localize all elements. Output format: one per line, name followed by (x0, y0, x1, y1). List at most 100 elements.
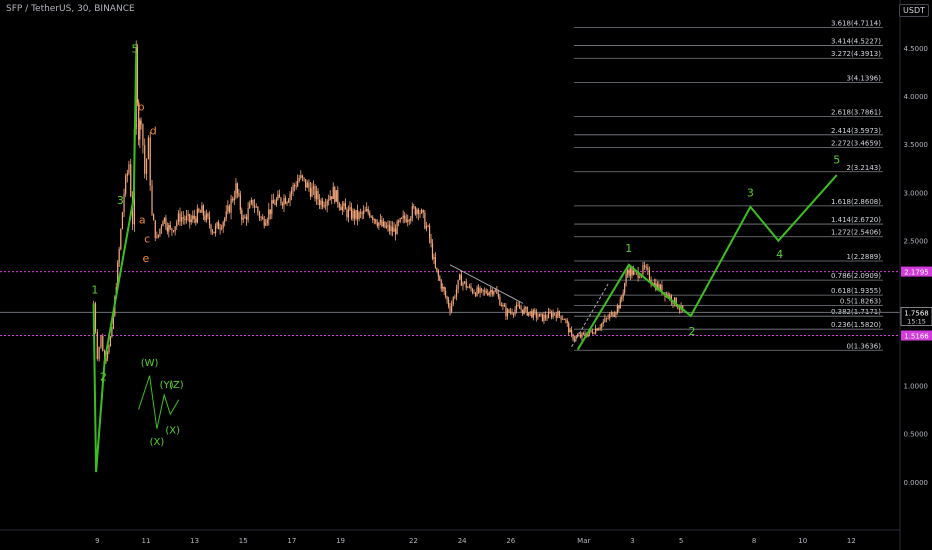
candle-body (274, 203, 276, 205)
candle-body (253, 205, 256, 208)
candle-body (391, 226, 394, 232)
candle-body (182, 217, 184, 219)
candle-body (292, 185, 294, 191)
candle-body (230, 198, 232, 213)
candle-body (419, 212, 421, 214)
candle-body (645, 266, 647, 268)
candle-body (428, 225, 431, 239)
candle-body (185, 215, 188, 221)
candle-body (176, 222, 178, 227)
fib-level-label: 2.618(3.7861) (831, 109, 881, 117)
candle-body (529, 311, 531, 313)
candle-body (255, 206, 257, 208)
currency-badge[interactable]: USDT (899, 4, 929, 17)
candle-body (538, 313, 540, 317)
candle-body (312, 186, 315, 189)
candle-body (361, 212, 363, 214)
candle-body (272, 200, 274, 204)
candle-body (573, 338, 576, 340)
projection-wave-label: 4 (776, 248, 783, 261)
chart-title: SFP / TetherUS, 30, BINANCE (6, 4, 135, 14)
candle-body (488, 292, 490, 296)
x-tick-label: 15 (239, 537, 248, 545)
candle-body (407, 220, 409, 222)
candle-body (130, 164, 132, 197)
candle-body (128, 164, 130, 174)
candle-body (303, 177, 305, 179)
candle-body (442, 286, 444, 289)
y-axis[interactable]: 4.5000 4.0000 3.5000 3.0000 2.5000 1.0000 0.50… (899, 0, 929, 550)
fib-level-label: 0.5(1.8263) (840, 298, 881, 306)
candle-body (165, 217, 167, 228)
candle-body (329, 196, 331, 200)
candle-body (647, 267, 649, 270)
candle-body (452, 297, 454, 305)
candle-body (422, 209, 424, 213)
x-tick-label: 24 (458, 537, 467, 545)
candle-body (305, 178, 307, 188)
candle-body (334, 187, 336, 202)
candle-body (204, 215, 206, 221)
candle-body (394, 228, 397, 235)
candle-body (433, 257, 435, 259)
candle-body (385, 226, 388, 228)
candle-body (323, 205, 325, 207)
candle-body (105, 358, 107, 361)
candle-body (356, 209, 359, 220)
candle-body (163, 217, 166, 222)
candle-body (626, 269, 629, 274)
candle-body (349, 207, 351, 210)
candle-body (318, 199, 321, 205)
x-tick-label: 12 (847, 537, 856, 545)
y-tick-label: 2.5000 (904, 238, 929, 246)
candle-body (266, 219, 268, 224)
x-axis[interactable]: 9 11 13 15 17 19 22 24 26 Mar 3 5 8 10 12 (0, 529, 900, 545)
candle-body (571, 329, 573, 335)
candle-body (514, 309, 516, 315)
candle-body (653, 282, 655, 286)
candle-body (265, 223, 267, 226)
candle-body (678, 308, 681, 310)
candle-body (460, 274, 462, 286)
candle-body (447, 299, 450, 307)
candle-body (484, 290, 486, 292)
fib-level-label: 0.236(1.5820) (831, 321, 881, 329)
y-tick-label: 4.5000 (904, 45, 929, 53)
candle-body (642, 265, 644, 275)
candle-body (596, 328, 598, 331)
candle-body (232, 198, 234, 201)
candle-body (546, 317, 548, 319)
candle-body (106, 352, 109, 359)
price-tag-label: 2.1795 (904, 269, 929, 277)
candle-body (117, 262, 119, 288)
candle-body (602, 321, 604, 324)
candle-body (572, 334, 574, 340)
candle-body (364, 210, 366, 212)
candle-body (593, 333, 595, 335)
candle-body (496, 290, 498, 294)
candle-body (411, 206, 413, 219)
candle-body (604, 318, 606, 322)
candle-body (174, 226, 176, 232)
projection-wave-line (576, 174, 838, 351)
fib-level-label: 0.618(1.9355) (831, 287, 881, 295)
candle-body (325, 205, 327, 207)
candle-body (408, 220, 410, 222)
candle-body (471, 289, 474, 293)
candle-body (142, 124, 144, 146)
candle-body (287, 200, 290, 203)
candle-body (387, 224, 389, 227)
candle-body (599, 327, 601, 329)
candle-body (682, 305, 684, 311)
fib-level-label: 0.786(2.0909) (831, 272, 881, 280)
candle-body (317, 190, 319, 200)
candle-body (612, 312, 614, 317)
candle-body (578, 335, 580, 336)
candle-body (360, 212, 362, 214)
candle-body (592, 331, 594, 334)
candle-body (337, 190, 339, 204)
fib-level-label: 1.618(2.8608) (831, 198, 881, 206)
candle-body (658, 283, 660, 291)
